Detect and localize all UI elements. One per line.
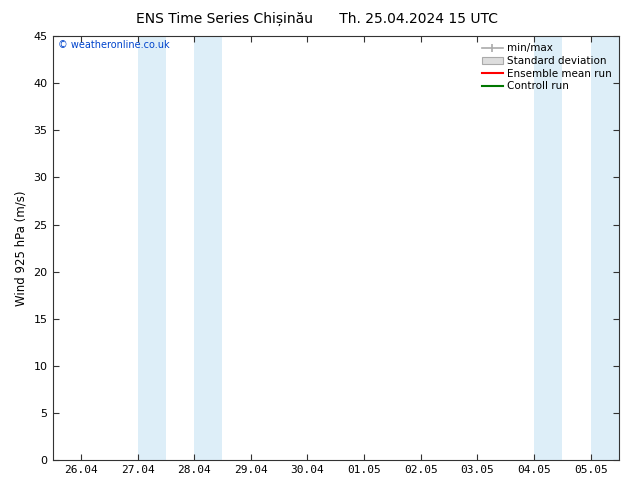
Legend: min/max, Standard deviation, Ensemble mean run, Controll run: min/max, Standard deviation, Ensemble me… (480, 41, 614, 93)
Text: © weatheronline.co.uk: © weatheronline.co.uk (58, 40, 170, 50)
Bar (591, 36, 619, 460)
Bar (534, 36, 562, 460)
Text: ENS Time Series Chișinău      Th. 25.04.2024 15 UTC: ENS Time Series Chișinău Th. 25.04.2024 … (136, 12, 498, 26)
Bar (138, 36, 166, 460)
Bar (194, 36, 223, 460)
Y-axis label: Wind 925 hPa (m/s): Wind 925 hPa (m/s) (15, 191, 28, 306)
